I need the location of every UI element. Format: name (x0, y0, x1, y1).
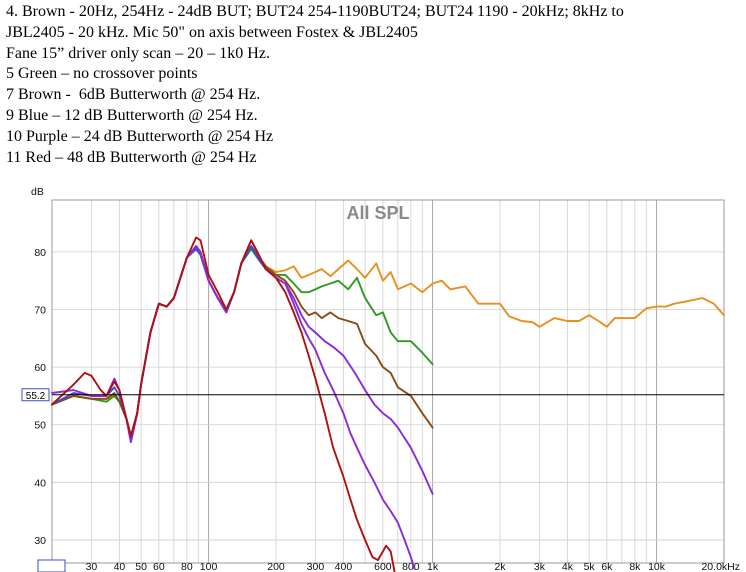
note-line: 10 Purple – 24 dB Butterworth @ 254 Hz (6, 127, 274, 145)
x-tick-label: 60 (153, 561, 165, 572)
y-tick-label: 80 (34, 247, 46, 259)
x-tick-label: 10k (648, 561, 666, 572)
x-tick-label: 40 (114, 561, 126, 572)
y-tick-label: 50 (34, 420, 46, 432)
note-line: 11 Red – 48 dB Butterworth @ 254 Hz (6, 148, 257, 166)
x-tick-label: 800 (402, 561, 420, 572)
x-tick-label: 6k (601, 561, 613, 572)
note-line: JBL2405 - 20 kHz. Mic 50" on axis betwee… (6, 23, 418, 41)
series-line-5 (284, 282, 416, 570)
note-line: 5 Green – no crossover points (6, 65, 198, 83)
y-tick-label: 30 (34, 535, 46, 547)
x-start-box (37, 559, 66, 572)
note-line: Fane 15” driver only scan – 20 – 1k0 Hz. (6, 44, 270, 62)
x-tick-label: 8k (629, 561, 641, 572)
reference-label: 55.2 (26, 391, 46, 402)
chart-title: All SPL (346, 203, 409, 223)
y-tick-label: 40 (34, 477, 46, 489)
x-tick-label: 1k (427, 561, 439, 572)
y-tick-label: 60 (34, 362, 46, 374)
x-tick-label: 3k (534, 561, 546, 572)
plot-area (52, 200, 724, 563)
reference-label-box (21, 388, 50, 402)
x-tick-label: 100 (200, 561, 218, 572)
x-tick-label: 300 (307, 561, 325, 572)
x-tick-label: 50 (135, 561, 147, 572)
x-tick-label: 30 (86, 561, 98, 572)
note-line: 4. Brown - 20Hz, 254Hz - 24dB BUT; BUT24… (6, 3, 624, 20)
spl-chart: All SPLdB30405060708020.0304050608010020… (0, 180, 746, 572)
x-tick-label: 5k (584, 561, 596, 572)
notes-block: 4. Brown - 20Hz, 254Hz - 24dB BUT; BUT24… (6, 2, 742, 168)
x-tick-label: 80 (181, 561, 193, 572)
x-tick-label: 4k (562, 561, 574, 572)
x-tick-label: 600 (374, 561, 392, 572)
x-tick-label: 20.0kHz (701, 561, 740, 572)
series-line-6 (51, 236, 396, 572)
plot-border (51, 199, 725, 564)
y-tick-label: 70 (34, 304, 46, 316)
chart-canvas: All SPLdB30405060708020.0304050608010020… (21, 186, 740, 572)
x-tick-label: 400 (335, 561, 353, 572)
x-tick-label: 200 (267, 561, 285, 572)
y-axis-label: dB (31, 186, 44, 198)
note-line: 9 Blue – 12 dB Butterworth @ 254 Hz. (6, 106, 258, 124)
note-line: 7 Brown - 6dB Butterworth @ 254 Hz. (6, 86, 261, 104)
x-tick-label: 2k (494, 561, 506, 572)
